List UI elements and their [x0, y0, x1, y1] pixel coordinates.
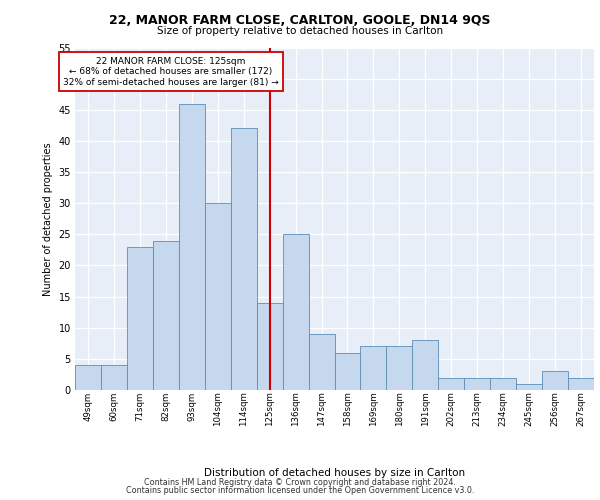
Bar [231, 128, 257, 390]
Text: Size of property relative to detached houses in Carlton: Size of property relative to detached ho… [157, 26, 443, 36]
Bar [490, 378, 516, 390]
Bar [153, 240, 179, 390]
Bar [308, 334, 335, 390]
Bar [283, 234, 308, 390]
Bar [542, 372, 568, 390]
Text: Contains public sector information licensed under the Open Government Licence v3: Contains public sector information licen… [126, 486, 474, 495]
Text: 22 MANOR FARM CLOSE: 125sqm
← 68% of detached houses are smaller (172)
32% of se: 22 MANOR FARM CLOSE: 125sqm ← 68% of det… [63, 57, 279, 86]
Bar [205, 203, 230, 390]
Bar [439, 378, 464, 390]
Bar [386, 346, 412, 390]
Bar [127, 247, 153, 390]
Bar [335, 352, 361, 390]
Bar [516, 384, 542, 390]
Bar [257, 303, 283, 390]
Text: 22, MANOR FARM CLOSE, CARLTON, GOOLE, DN14 9QS: 22, MANOR FARM CLOSE, CARLTON, GOOLE, DN… [109, 14, 491, 27]
Bar [179, 104, 205, 390]
Bar [75, 365, 101, 390]
Bar [361, 346, 386, 390]
Y-axis label: Number of detached properties: Number of detached properties [43, 142, 53, 296]
Text: Contains HM Land Registry data © Crown copyright and database right 2024.: Contains HM Land Registry data © Crown c… [144, 478, 456, 487]
Bar [412, 340, 438, 390]
Bar [101, 365, 127, 390]
Bar [568, 378, 594, 390]
X-axis label: Distribution of detached houses by size in Carlton: Distribution of detached houses by size … [204, 468, 465, 478]
Bar [464, 378, 490, 390]
